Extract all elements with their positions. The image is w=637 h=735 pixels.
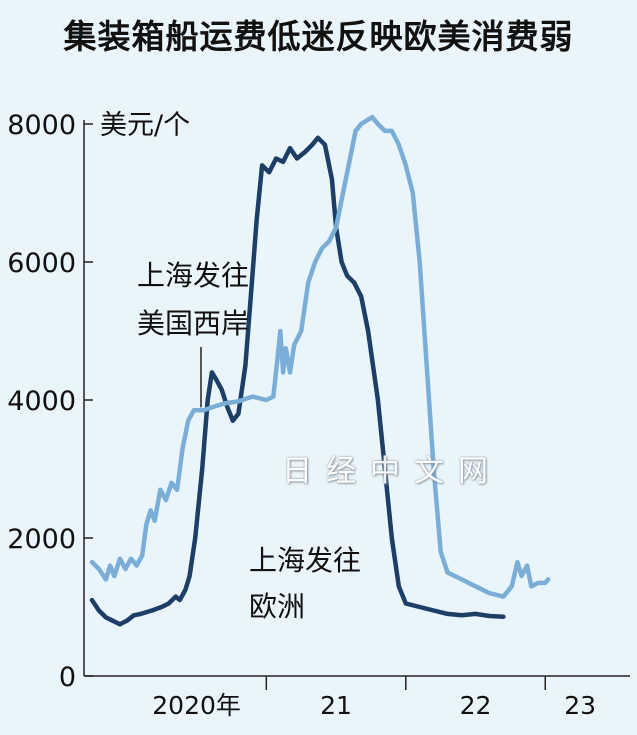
series-label-us-west-line2: 美国西岸 bbox=[137, 307, 249, 340]
y-tick-label: 0 bbox=[59, 662, 76, 693]
x-tick-label: 2020年 bbox=[152, 691, 241, 720]
x-tick-label: 21 bbox=[320, 691, 352, 720]
x-tick-label: 23 bbox=[564, 691, 596, 720]
chart-title: 集装箱船运费低迷反映欧美消费弱 bbox=[63, 17, 574, 56]
series-label-us-west-line1: 上海发往 bbox=[137, 259, 249, 292]
series-line-europe bbox=[89, 135, 506, 627]
series-label-europe-line1: 上海发往 bbox=[249, 544, 361, 577]
series-label-europe-line2: 欧洲 bbox=[249, 590, 305, 623]
y-tick-label: 8000 bbox=[7, 110, 76, 141]
y-tick-label: 4000 bbox=[7, 386, 76, 417]
series-line-us-west bbox=[89, 114, 551, 599]
x-tick-label: 22 bbox=[460, 691, 492, 720]
y-tick-label: 2000 bbox=[7, 524, 76, 555]
y-unit-label: 美元/个 bbox=[100, 110, 190, 141]
y-tick-label: 6000 bbox=[7, 248, 76, 279]
watermark: 日经中文网 bbox=[282, 454, 502, 489]
